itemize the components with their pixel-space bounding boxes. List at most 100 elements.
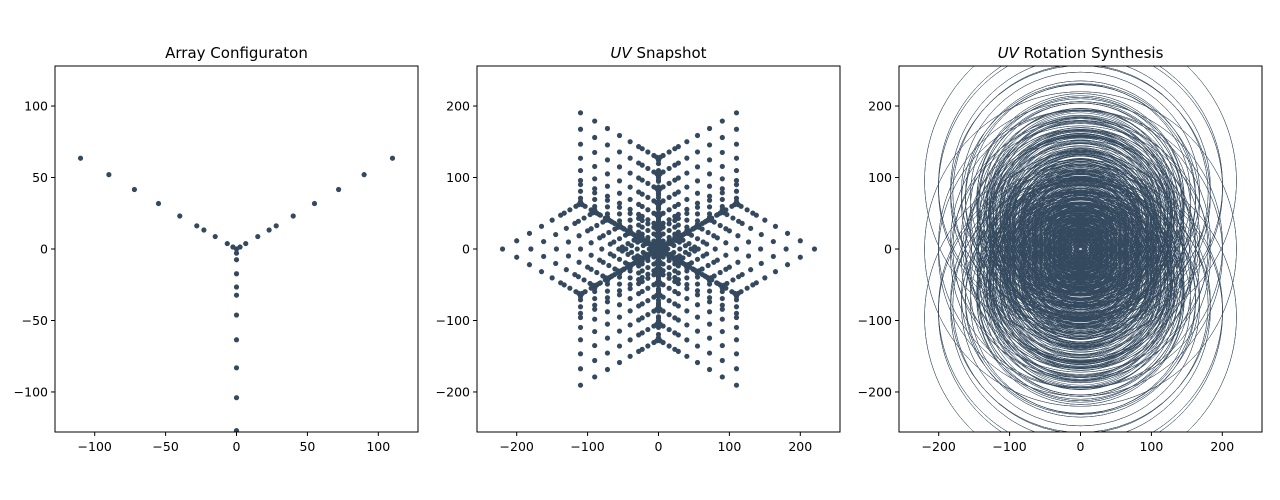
uv-point: [604, 321, 611, 327]
uv-point: [706, 211, 713, 217]
uv-point: [651, 198, 657, 204]
uv-track: [1022, 162, 1139, 279]
y-tick-label: 0: [40, 242, 48, 257]
uv-point: [694, 281, 701, 287]
uv-point: [675, 332, 681, 338]
x-tick-label: 200: [788, 439, 812, 454]
uv-point: [666, 221, 672, 227]
uv-point: [627, 322, 633, 328]
uv-point: [695, 246, 701, 252]
uv-point: [666, 275, 672, 281]
uv-track: [1065, 241, 1096, 272]
uv-point: [577, 155, 584, 161]
uv-track: [1058, 232, 1103, 278]
antenna-point: [177, 213, 183, 219]
uv-track: [961, 83, 1200, 324]
uv-track: [1063, 236, 1098, 270]
y-tick-label: 100: [868, 170, 892, 185]
uv-track: [976, 151, 1185, 362]
uv-point: [616, 269, 623, 275]
uv-point: [660, 323, 666, 329]
uv-point: [636, 263, 642, 269]
uv-point: [588, 207, 594, 213]
uv-track: [992, 147, 1169, 325]
uv-track: [1051, 205, 1110, 264]
uv-point: [811, 246, 818, 252]
uv-point: [694, 359, 701, 366]
panel-3-title: UV Rotation Synthesis: [998, 44, 1164, 62]
uv-point: [730, 277, 736, 283]
uv-point: [577, 310, 584, 317]
uv-point: [675, 229, 681, 235]
uv-point: [655, 229, 662, 236]
uv-point: [660, 294, 666, 300]
uv-point: [675, 160, 681, 166]
uv-point: [694, 236, 701, 242]
uv-point: [597, 235, 603, 241]
uv-point: [712, 246, 718, 252]
uv-point: [744, 207, 750, 213]
uv-point: [705, 262, 711, 269]
uv-point: [660, 210, 666, 216]
uv-point: [592, 190, 598, 196]
uv-point: [641, 238, 647, 244]
uv-point: [733, 167, 740, 174]
uv-point: [645, 326, 651, 333]
y-tick-label: 50: [32, 170, 48, 185]
antenna-point: [233, 427, 240, 432]
uv-point: [745, 253, 752, 259]
uv-point: [733, 195, 740, 201]
uv-point: [616, 149, 623, 155]
uv-point: [666, 207, 672, 213]
uv-point: [666, 257, 672, 264]
uv-point: [541, 238, 547, 245]
uv-point: [558, 212, 564, 218]
uv-track: [978, 145, 1183, 353]
uv-point: [645, 165, 651, 172]
uv-point: [577, 337, 584, 343]
y-tick-label: 100: [446, 170, 470, 185]
uv-point: [684, 139, 690, 145]
uv-point: [604, 295, 611, 301]
uv-point: [592, 316, 598, 322]
antenna-point: [233, 312, 240, 318]
uv-point: [784, 262, 791, 268]
uv-point: [645, 264, 651, 271]
antenna-point: [194, 223, 200, 229]
uv-point: [577, 314, 584, 321]
uv-point: [694, 200, 701, 206]
uv-point: [714, 235, 720, 241]
antenna-point: [255, 233, 261, 240]
uv-point: [592, 176, 598, 182]
uv-point: [655, 324, 662, 331]
uv-track: [965, 84, 1196, 318]
uv-point: [655, 160, 662, 167]
uv-point: [588, 252, 594, 258]
uv-point: [719, 149, 725, 156]
y-tick-label: −100: [858, 313, 892, 328]
uv-point: [717, 222, 723, 229]
uv-point: [706, 197, 713, 203]
x-tick-label: 100: [717, 439, 741, 454]
uv-point: [711, 273, 717, 279]
uv-point: [714, 280, 720, 286]
antenna-point: [311, 200, 318, 207]
uv-point: [558, 280, 564, 286]
uv-point: [651, 238, 657, 244]
uv-track: [1039, 193, 1122, 276]
uv-point: [541, 253, 547, 260]
uv-track: [1058, 220, 1103, 266]
uv-track: [938, 165, 1223, 432]
uv-point: [627, 210, 633, 217]
y-tick-label: −100: [14, 384, 48, 399]
uv-point: [577, 246, 584, 252]
uv-point: [719, 288, 725, 295]
uv-point: [604, 183, 611, 189]
uv-point: [706, 157, 713, 163]
uv-point: [607, 251, 613, 257]
uv-track: [965, 180, 1196, 414]
uv-point: [684, 286, 690, 292]
uv-point: [636, 201, 642, 207]
uv-track: [1022, 219, 1139, 336]
